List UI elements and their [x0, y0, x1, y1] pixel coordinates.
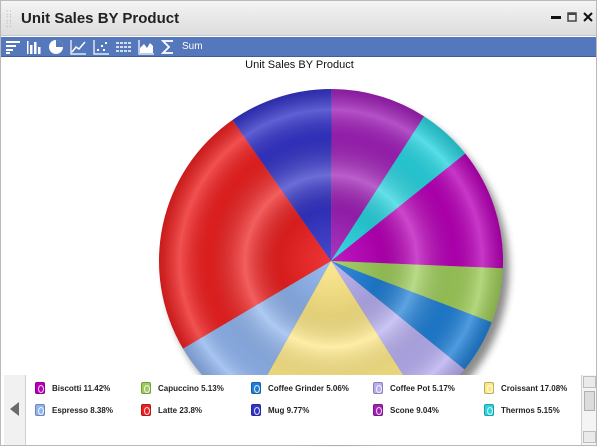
legend-label: Espresso 8.38%: [52, 406, 113, 415]
scroll-up-button[interactable]: [583, 376, 596, 388]
sigma-icon[interactable]: [160, 39, 177, 55]
legend-label: Capuccino 5.13%: [158, 384, 224, 393]
legend-item[interactable]: Mug 9.77%: [251, 404, 356, 418]
legend-label: Scone 9.04%: [390, 406, 439, 415]
legend-label: Mug 9.77%: [268, 406, 310, 415]
legend-swatch: [484, 404, 494, 416]
bar-vertical-icon[interactable]: [26, 39, 43, 55]
legend-swatch: [373, 382, 383, 394]
chart-legend: Biscotti 11.42% Capuccino 5.13% Coffee Gri…: [27, 375, 579, 445]
legend-swatch: [251, 404, 261, 416]
legend-item[interactable]: Thermos 5.15%: [484, 404, 589, 418]
legend-label: Croissant 17.08%: [501, 384, 568, 393]
legend-scroll-left-button[interactable]: [4, 375, 26, 445]
legend-swatch: [35, 382, 45, 394]
legend-label: Coffee Grinder 5.06%: [268, 384, 349, 393]
legend-swatch: [484, 382, 494, 394]
legend-item[interactable]: Biscotti 11.42%: [35, 382, 140, 396]
legend-swatch: [373, 404, 383, 416]
pie-icon[interactable]: [48, 39, 65, 55]
minimize-icon[interactable]: [549, 10, 563, 24]
legend-swatch: [251, 382, 261, 394]
restore-icon[interactable]: [565, 10, 579, 24]
legend-item[interactable]: Espresso 8.38%: [35, 404, 140, 418]
line-icon[interactable]: [70, 39, 87, 55]
scroll-thumb[interactable]: [584, 391, 595, 411]
legend-swatch: [141, 404, 151, 416]
legend-swatch: [141, 382, 151, 394]
chart-toolbar: Sum: [1, 37, 596, 57]
sum-button[interactable]: Sum: [182, 41, 203, 52]
legend-item[interactable]: Latte 23.8%: [141, 404, 246, 418]
scroll-down-button[interactable]: [583, 431, 596, 443]
bar-horizontal-icon[interactable]: [5, 39, 22, 55]
arrow-left-icon: [10, 402, 19, 416]
legend-vertical-scrollbar[interactable]: [581, 375, 596, 445]
legend-item[interactable]: Scone 9.04%: [373, 404, 478, 418]
legend-item[interactable]: Croissant 17.08%: [484, 382, 589, 396]
drag-handle-icon[interactable]: ::::::: [6, 8, 13, 29]
chart-title: Unit Sales BY Product: [245, 59, 354, 71]
close-icon[interactable]: [581, 10, 595, 24]
multi-line-icon[interactable]: [115, 39, 132, 55]
title-bar[interactable]: :::::: Unit Sales BY Product: [1, 1, 596, 36]
legend-label: Thermos 5.15%: [501, 406, 560, 415]
legend-swatch: [35, 404, 45, 416]
area-icon[interactable]: [138, 39, 155, 55]
legend-item[interactable]: Coffee Pot 5.17%: [373, 382, 478, 396]
legend-item[interactable]: Capuccino 5.13%: [141, 382, 246, 396]
scatter-icon[interactable]: [93, 39, 110, 55]
window-title: Unit Sales BY Product: [21, 10, 180, 27]
legend-item[interactable]: Coffee Grinder 5.06%: [251, 382, 356, 396]
legend-label: Biscotti 11.42%: [52, 384, 111, 393]
legend-label: Latte 23.8%: [158, 406, 203, 415]
legend-label: Coffee Pot 5.17%: [390, 384, 455, 393]
